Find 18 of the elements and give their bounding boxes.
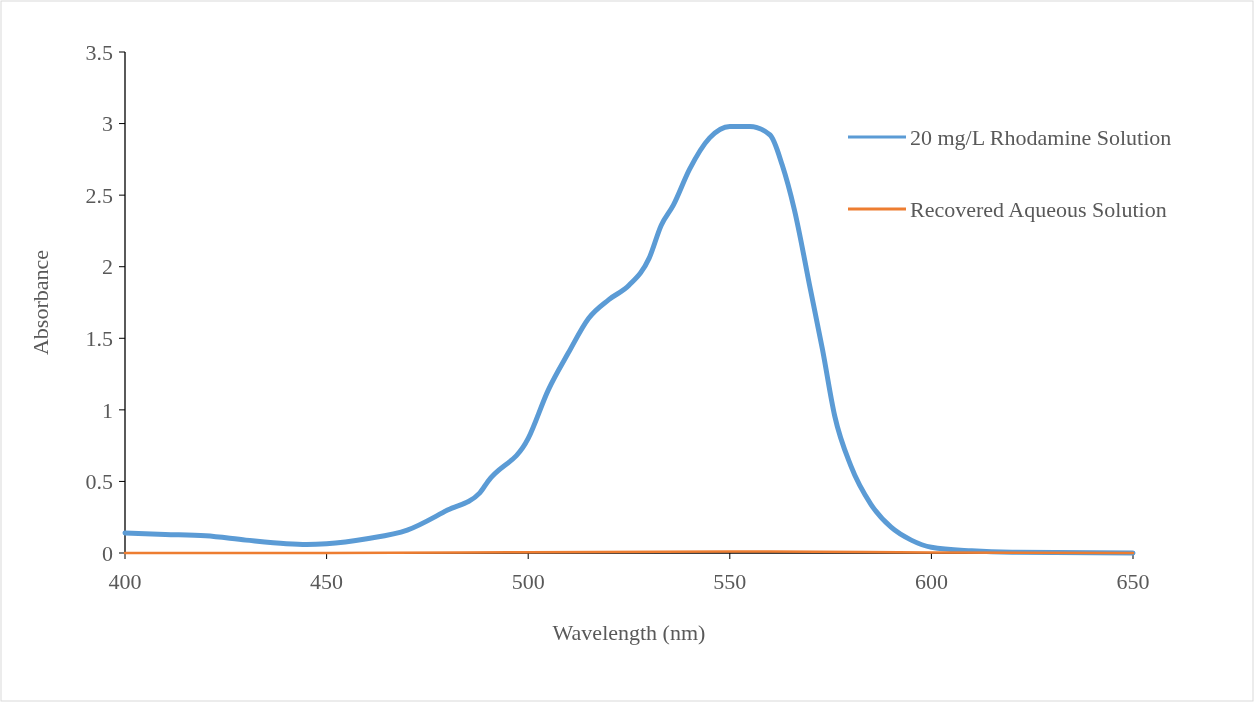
x-axis-title: Wavelength (nm) — [552, 620, 706, 645]
x-tick-label: 650 — [1116, 569, 1150, 594]
x-tick-label: 500 — [511, 569, 545, 594]
y-tick-label: 2.5 — [85, 182, 113, 208]
y-tick-label: 1.5 — [85, 325, 113, 351]
y-tick-label: 2 — [102, 254, 113, 280]
legend-label: Recovered Aqueous Solution — [910, 196, 1167, 222]
x-tick-label: 450 — [310, 569, 344, 594]
y-tick-label: 1 — [102, 397, 113, 423]
x-tick-label: 550 — [713, 569, 747, 594]
y-tick-label: 0 — [102, 540, 113, 566]
y-tick-label: 0.5 — [85, 469, 113, 495]
x-tick-label: 600 — [914, 569, 948, 594]
y-tick-label: 3 — [102, 111, 113, 137]
y-tick-label: 3.5 — [85, 39, 113, 65]
legend-label: 20 mg/L Rhodamine Solution — [910, 124, 1172, 150]
y-axis-title: Absorbance — [28, 249, 53, 356]
x-tick-label: 400 — [108, 569, 142, 594]
